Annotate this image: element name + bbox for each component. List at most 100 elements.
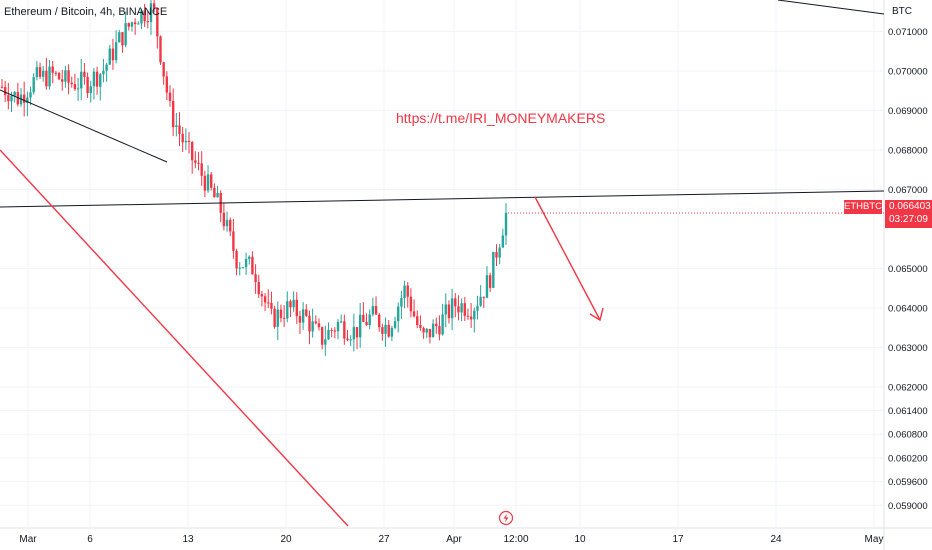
candle-body	[83, 71, 86, 78]
lightning-bolt-icon[interactable]	[498, 510, 514, 526]
candle-body	[184, 140, 188, 143]
candle-body	[67, 70, 70, 83]
upper-left-trendline	[0, 89, 168, 163]
chart-title: Ethereum / Bitcoin, 4h, BINANCE	[4, 6, 168, 18]
candle-body	[311, 321, 314, 332]
last-price-value: 0.066403	[889, 201, 931, 212]
projection-arrowhead	[589, 307, 604, 322]
candle-body	[333, 330, 337, 332]
candle-body	[159, 36, 162, 63]
y-tick-label: 0.059600	[888, 477, 928, 488]
candle-body	[495, 251, 498, 258]
candle-body	[270, 302, 273, 309]
candle-body	[76, 88, 80, 90]
candle-body	[276, 309, 279, 327]
candle-body	[301, 309, 305, 323]
candle-body	[330, 329, 333, 331]
candle-body	[365, 321, 368, 326]
candle-body	[213, 187, 216, 198]
candle-body	[298, 316, 302, 323]
candle-body	[86, 77, 89, 94]
btc-trendline	[777, 0, 885, 15]
candle-body	[412, 311, 416, 317]
candle-body	[488, 275, 492, 288]
candle-body	[105, 64, 108, 71]
candle-body	[454, 298, 457, 307]
candle-body	[38, 67, 42, 77]
candle-body	[130, 22, 134, 27]
candle-body	[152, 3, 156, 9]
candle-body	[282, 317, 286, 319]
candle-body	[29, 92, 32, 98]
candle-body	[165, 76, 169, 93]
candle-body	[374, 306, 378, 315]
candle-body	[358, 314, 362, 338]
candle-body	[441, 314, 444, 335]
candle-body	[390, 327, 394, 337]
candle-body	[114, 42, 118, 61]
candlesticks	[0, 0, 884, 356]
candle-body	[45, 70, 48, 87]
candle-body	[235, 250, 238, 269]
candle-body	[7, 95, 10, 102]
candle-body	[244, 258, 248, 268]
x-tick-label: 24	[770, 534, 782, 545]
candle-body	[140, 10, 143, 24]
candle-body	[305, 309, 308, 316]
candle-body	[431, 323, 435, 338]
x-tick-label: May	[865, 534, 884, 545]
candle-body	[314, 321, 318, 324]
price-axis[interactable]: 0.071000 0.070000 0.069000 0.068000 0.067000…	[888, 27, 928, 512]
candle-body	[118, 32, 121, 43]
candle-body	[295, 299, 298, 317]
y-tick-label: 0.059000	[888, 501, 928, 512]
x-tick-label: 17	[672, 534, 684, 545]
candle-body	[463, 303, 466, 316]
red-support-trendline	[0, 149, 349, 527]
y-tick-label: 0.069000	[888, 106, 928, 117]
candle-body	[99, 74, 102, 87]
candle-body	[92, 71, 96, 87]
candle-body	[203, 175, 207, 191]
candle-body	[200, 163, 203, 176]
candle-body	[346, 338, 349, 340]
candle-body	[127, 23, 130, 27]
candle-body	[124, 23, 127, 46]
candle-body	[409, 296, 413, 312]
candle-body	[257, 282, 260, 295]
y-tick-label: 0.071000	[888, 27, 928, 38]
x-tick-label: 6	[87, 534, 93, 545]
candle-body	[64, 70, 67, 82]
candle-body	[435, 323, 438, 327]
watermark-link: https://t.me/IRI_MONEYMAKERS	[396, 110, 606, 126]
time-axis[interactable]: Mar 6 13 20 27 Apr 12:00 10 17 24 May	[19, 534, 883, 545]
candle-body	[381, 327, 384, 334]
candle-body	[238, 267, 241, 269]
candle-body	[10, 95, 13, 102]
candle-body	[384, 324, 387, 334]
candle-body	[466, 315, 470, 317]
candle-body	[273, 308, 276, 327]
candle-body	[355, 327, 359, 338]
candle-body	[504, 213, 508, 236]
candle-body	[425, 328, 428, 333]
candle-body	[95, 71, 99, 87]
candle-body	[22, 94, 26, 104]
candle-body	[349, 339, 352, 341]
candle-body	[197, 162, 200, 164]
candle-body	[206, 174, 210, 191]
btc-line-label: BTC	[892, 6, 912, 17]
candle-body	[267, 302, 270, 304]
candle-body	[447, 304, 451, 319]
candle-body	[492, 251, 495, 288]
y-tick-label: 0.062000	[888, 382, 928, 393]
candle-body	[320, 327, 324, 345]
candle-body	[416, 316, 419, 326]
candle-body	[175, 125, 178, 127]
candle-body	[168, 92, 172, 101]
last-price-tag: 0.066403 03:27:09	[885, 200, 932, 228]
y-tick-label: 0.063000	[888, 343, 928, 354]
candle-body	[51, 66, 54, 73]
